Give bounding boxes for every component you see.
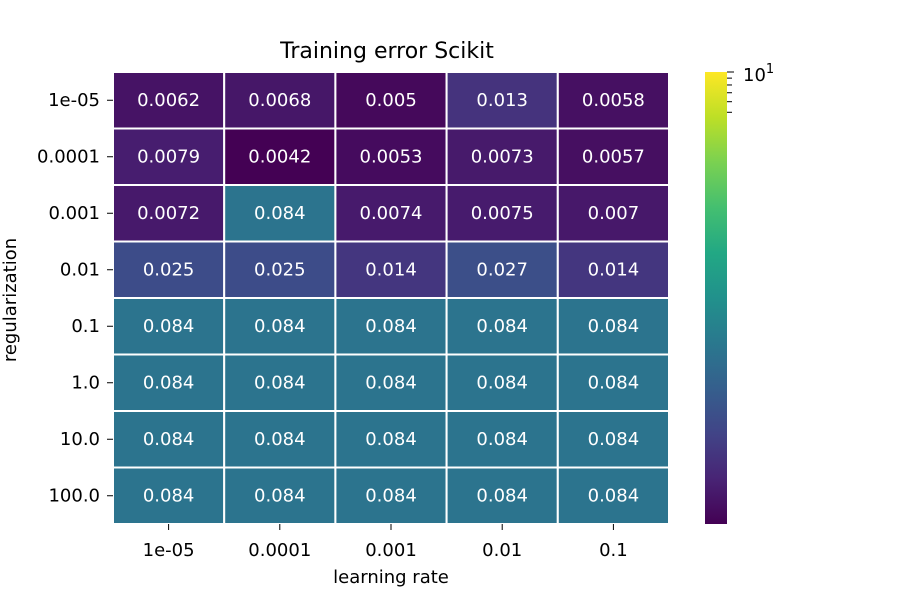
cell-annotation: 0.0074 xyxy=(360,203,423,224)
cell-annotation: 0.014 xyxy=(365,259,417,280)
cell-annotation: 0.0058 xyxy=(582,90,645,111)
heatmap-cell xyxy=(445,240,559,299)
y-tick-label: 0.01 xyxy=(60,259,100,280)
colorbar-ticks xyxy=(727,71,734,113)
cell-annotation: 0.084 xyxy=(476,316,528,337)
cell-annotation: 0.084 xyxy=(588,316,640,337)
cell-annotation: 0.084 xyxy=(365,372,417,393)
cell-annotation: 0.0062 xyxy=(137,90,200,111)
y-tick-label: 10.0 xyxy=(60,429,100,450)
y-axis-label: regularization xyxy=(0,238,21,362)
cell-annotation: 0.0042 xyxy=(248,146,311,167)
cell-annotation: 0.007 xyxy=(588,203,640,224)
heatmap-cells xyxy=(112,71,670,525)
cell-annotation: 0.025 xyxy=(254,259,306,280)
cell-annotation: 0.084 xyxy=(588,429,640,450)
y-tick-label: 100.0 xyxy=(48,485,100,506)
cell-annotation: 0.0079 xyxy=(137,146,200,167)
cell-annotation: 0.084 xyxy=(254,316,306,337)
cell-annotation: 0.084 xyxy=(365,429,417,450)
x-tick-label: 0.0001 xyxy=(248,540,311,561)
cell-annotation: 0.014 xyxy=(588,259,640,280)
colorbar: 101 xyxy=(705,62,774,524)
cell-annotation: 0.084 xyxy=(254,372,306,393)
cell-annotation: 0.005 xyxy=(365,90,417,111)
cell-annotation: 0.084 xyxy=(365,485,417,506)
cell-annotation: 0.084 xyxy=(143,316,195,337)
cell-annotation: 0.084 xyxy=(143,372,195,393)
cell-annotation: 0.025 xyxy=(143,259,195,280)
cell-annotation: 0.084 xyxy=(588,372,640,393)
y-tick-label: 0.1 xyxy=(71,316,100,337)
x-axis-label: learning rate xyxy=(333,567,449,588)
cell-annotation: 0.084 xyxy=(143,429,195,450)
cell-annotation: 0.0053 xyxy=(360,146,423,167)
colorbar-tick-exponent: 1 xyxy=(766,62,774,77)
cell-annotation: 0.084 xyxy=(588,485,640,506)
y-tick-label: 1e-05 xyxy=(48,90,100,111)
cell-annotation: 0.084 xyxy=(254,429,306,450)
heatmap-cell xyxy=(556,240,670,299)
colorbar-gradient xyxy=(705,72,727,524)
heatmap-cell xyxy=(334,353,448,412)
heatmap-cell xyxy=(556,353,670,412)
cell-annotation: 0.0057 xyxy=(582,146,645,167)
y-tick-label: 1.0 xyxy=(71,372,100,393)
heatmap-cell xyxy=(112,297,226,356)
cell-annotation: 0.0073 xyxy=(471,146,534,167)
y-axis-ticks: 1e-05 0.0001 0.001 0.01 0.1 1.0 10.0 100.0 xyxy=(37,90,113,506)
cell-annotation: 0.027 xyxy=(476,259,528,280)
heatmap-cell xyxy=(445,353,559,412)
heatmap-cell xyxy=(223,71,337,130)
y-tick-label: 0.001 xyxy=(48,203,100,224)
cell-annotation: 0.084 xyxy=(254,203,306,224)
cell-annotation: 0.084 xyxy=(476,429,528,450)
heatmap-cell xyxy=(334,297,448,356)
y-tick-label: 0.0001 xyxy=(37,146,100,167)
heatmap-cell xyxy=(223,240,337,299)
heatmap-cell xyxy=(334,127,448,186)
x-tick-label: 0.01 xyxy=(482,540,522,561)
heatmap-cell xyxy=(112,466,226,525)
cell-annotation: 0.084 xyxy=(365,316,417,337)
cell-annotation: 0.084 xyxy=(143,485,195,506)
colorbar-top-tick-label: 101 xyxy=(743,62,774,86)
x-tick-label: 0.1 xyxy=(599,540,628,561)
heatmap-cell xyxy=(223,184,337,243)
cell-annotation: 0.0068 xyxy=(248,90,311,111)
x-axis-ticks: 1e-05 0.0001 0.001 0.01 0.1 xyxy=(143,524,628,561)
heatmap-cell xyxy=(556,127,670,186)
cell-annotation: 0.084 xyxy=(476,485,528,506)
x-tick-label: 0.001 xyxy=(365,540,417,561)
cell-annotation: 0.084 xyxy=(254,485,306,506)
cell-annotation: 0.084 xyxy=(476,372,528,393)
heatmap-cell xyxy=(112,410,226,469)
heatmap-cell xyxy=(445,184,559,243)
cell-annotation: 0.0072 xyxy=(137,203,200,224)
x-tick-label: 1e-05 xyxy=(143,540,195,561)
colorbar-tick-base: 10 xyxy=(743,65,766,86)
heatmap-cell xyxy=(334,240,448,299)
heatmap-cell xyxy=(223,466,337,525)
heatmap-cell xyxy=(223,353,337,412)
cell-annotations: 0.0062 0.0068 0.005 0.013 0.0058 0.0079 0.0042… xyxy=(137,90,645,507)
chart-title: Training error Scikit xyxy=(279,39,494,64)
cell-annotation: 0.0075 xyxy=(471,203,534,224)
heatmap-cell xyxy=(223,297,337,356)
cell-annotation: 0.013 xyxy=(476,90,528,111)
